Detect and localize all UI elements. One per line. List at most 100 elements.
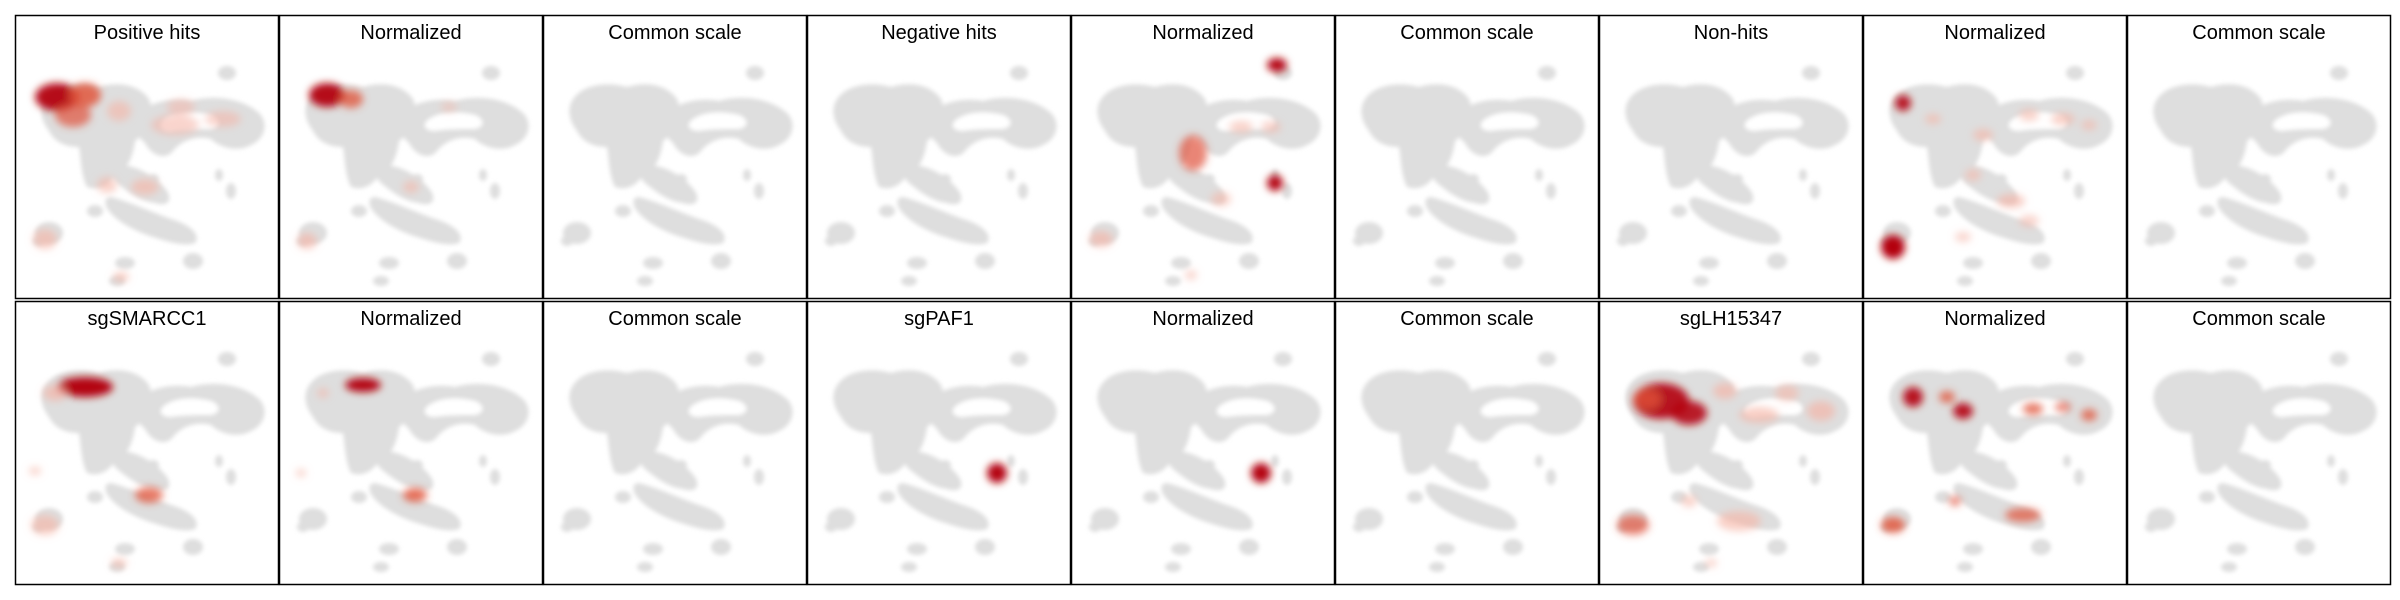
density-hotspots	[1251, 463, 1271, 483]
density-hotspots	[296, 378, 427, 502]
density-hotspot	[2081, 409, 2097, 421]
density-hotspot	[1229, 121, 1253, 133]
panel-title: Common scale	[1400, 22, 1533, 44]
panel-title: Normalized	[360, 308, 461, 330]
panel-title: sgSMARCC1	[88, 308, 207, 330]
density-hotspot	[1739, 407, 1779, 423]
density-hotspot	[2081, 120, 2097, 130]
panel-frame	[1334, 14, 1600, 300]
density-hotspot	[441, 102, 457, 112]
density-hotspot	[2055, 402, 2071, 412]
density-panel: Common scale	[542, 14, 808, 300]
density-panel: Normalized	[278, 14, 544, 300]
density-hotspots	[29, 377, 163, 568]
density-hotspot	[1267, 58, 1287, 72]
panel-title: Normalized	[1152, 22, 1253, 44]
density-hotspot	[113, 272, 129, 282]
panel-frame	[14, 14, 280, 300]
density-hotspot	[403, 488, 427, 502]
density-hotspot	[1953, 403, 1973, 419]
panel-frame	[278, 300, 544, 586]
density-hotspot	[151, 115, 199, 135]
density-hotspot	[2051, 113, 2075, 125]
panel-frame	[542, 300, 808, 586]
density-hotspot	[1089, 231, 1113, 247]
density-hotspot	[1671, 401, 1707, 425]
panel-title: Normalized	[360, 22, 461, 44]
panel-title: Common scale	[608, 22, 741, 44]
density-hotspot	[2019, 215, 2039, 227]
density-panel: Normalized	[1862, 14, 2128, 300]
density-hotspots	[987, 463, 1007, 483]
density-hotspots	[1617, 383, 1835, 567]
density-hotspot	[1251, 463, 1271, 483]
panel-frame	[1862, 14, 2128, 300]
density-hotspots	[297, 83, 457, 249]
panel-title: Negative hits	[881, 22, 997, 44]
density-hotspot	[205, 111, 241, 127]
panel-frame	[806, 300, 1072, 586]
density-hotspot	[1705, 559, 1717, 567]
density-panel: Normalized	[1070, 14, 1336, 300]
density-hotspot	[97, 177, 117, 193]
panel-title: Non-hits	[1694, 22, 1768, 44]
density-panel: Common scale	[542, 300, 808, 586]
panel-frame	[2126, 300, 2392, 586]
density-hotspot	[296, 469, 306, 477]
panel-title: Common scale	[608, 308, 741, 330]
panel-frame	[1598, 300, 1864, 586]
density-hotspot	[57, 377, 113, 397]
panel-frame	[14, 300, 280, 586]
density-hotspot	[1261, 121, 1281, 133]
panel-title: sgPAF1	[904, 308, 974, 330]
density-panel: Non-hits	[1598, 14, 1864, 300]
density-panel: Normalized	[1862, 300, 2128, 586]
density-hotspot	[131, 179, 159, 195]
panel-frame	[1070, 300, 1336, 586]
density-hotspot	[31, 515, 59, 535]
panel-frame	[278, 14, 544, 300]
density-hotspot	[111, 558, 127, 568]
density-hotspot	[1895, 95, 1911, 111]
density-hotspots	[1881, 95, 2097, 259]
density-hotspot	[1965, 169, 1981, 181]
panel-frame	[1598, 14, 1864, 300]
density-hotspot	[1997, 194, 2025, 208]
density-hotspots	[33, 83, 241, 282]
density-panel: Common scale	[1334, 300, 1600, 586]
density-hotspot	[1211, 192, 1231, 206]
panel-title: Common scale	[2192, 308, 2325, 330]
density-panel: Normalized	[278, 300, 544, 586]
density-panel: Positive hits	[14, 14, 280, 300]
density-hotspot	[69, 83, 101, 107]
panel-title: Normalized	[1944, 22, 2045, 44]
density-hotspot	[309, 83, 345, 107]
density-hotspots	[1089, 58, 1287, 280]
density-hotspot	[55, 103, 91, 127]
density-panel: sgLH15347	[1598, 300, 1864, 586]
panel-title: Normalized	[1152, 308, 1253, 330]
density-hotspot	[1775, 385, 1799, 401]
density-hotspot	[987, 463, 1007, 483]
density-panel: Common scale	[1334, 14, 1600, 300]
density-hotspot	[1713, 383, 1737, 399]
panel-title: sgLH15347	[1680, 308, 1782, 330]
density-hotspot	[1925, 114, 1941, 124]
density-hotspot	[1939, 391, 1955, 403]
density-hotspot	[1185, 270, 1197, 280]
density-hotspot	[2005, 508, 2041, 522]
density-hotspot	[1949, 496, 1961, 506]
panel-title: Normalized	[1944, 308, 2045, 330]
density-hotspot	[403, 181, 419, 193]
density-hotspot	[317, 388, 329, 398]
panel-frame	[1334, 300, 1600, 586]
density-panel: sgSMARCC1	[14, 300, 280, 586]
density-hotspot	[33, 229, 57, 249]
density-hotspot	[345, 378, 381, 392]
density-hotspot	[1681, 495, 1697, 507]
panel-title: Common scale	[2192, 22, 2325, 44]
density-hotspot	[1955, 232, 1971, 242]
panel-title: Common scale	[1400, 308, 1533, 330]
density-hotspot	[1973, 129, 1993, 141]
